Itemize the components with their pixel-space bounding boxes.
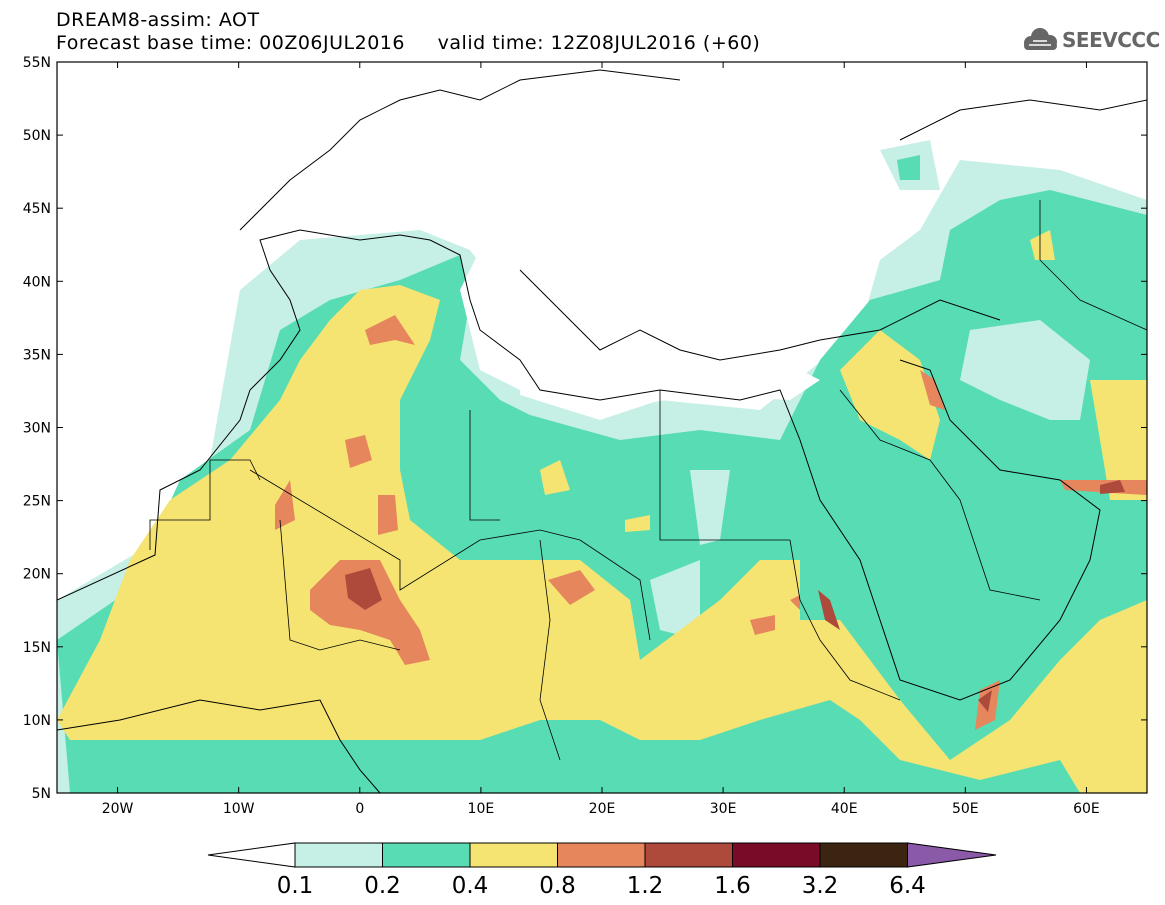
- lat-label: 55N: [23, 55, 51, 71]
- lat-label: 45N: [23, 201, 51, 217]
- lon-label: 20E: [589, 801, 616, 817]
- lon-label: 30E: [710, 801, 737, 817]
- lon-label: 50E: [952, 801, 979, 817]
- coastlines: [57, 69, 1147, 793]
- lon-label: 10E: [468, 801, 495, 817]
- axis-ticks: 20W 10W 0 10E 20E 30E 40E 50E 60E 55N 50N 45N 40N 35N…: [23, 55, 1147, 817]
- lat-label: 25N: [23, 494, 51, 510]
- lon-label: 10W: [223, 801, 255, 817]
- forecast-times: Forecast base time: 00Z06JUL2016 valid t…: [56, 32, 761, 54]
- lat-label: 30N: [23, 421, 51, 437]
- lon-label: 60E: [1073, 801, 1100, 817]
- lat-label: 40N: [23, 274, 51, 290]
- lat-label: 15N: [23, 640, 51, 656]
- aot-contours: [57, 140, 1147, 793]
- seevccc-logo: [1024, 28, 1057, 50]
- lat-label: 50N: [23, 128, 51, 144]
- lat-label: 10N: [23, 713, 51, 729]
- lat-label: 35N: [23, 347, 51, 363]
- logo-text: SEEVCCC: [1062, 28, 1160, 52]
- lat-label: 5N: [32, 786, 51, 802]
- lon-label: 40E: [831, 801, 858, 817]
- lat-label: 20N: [23, 567, 51, 583]
- map-title: DREAM8-assim: AOT: [56, 9, 260, 31]
- country-borders: [149, 200, 1147, 761]
- lon-label: 0: [355, 801, 364, 817]
- lon-label: 20W: [102, 801, 134, 817]
